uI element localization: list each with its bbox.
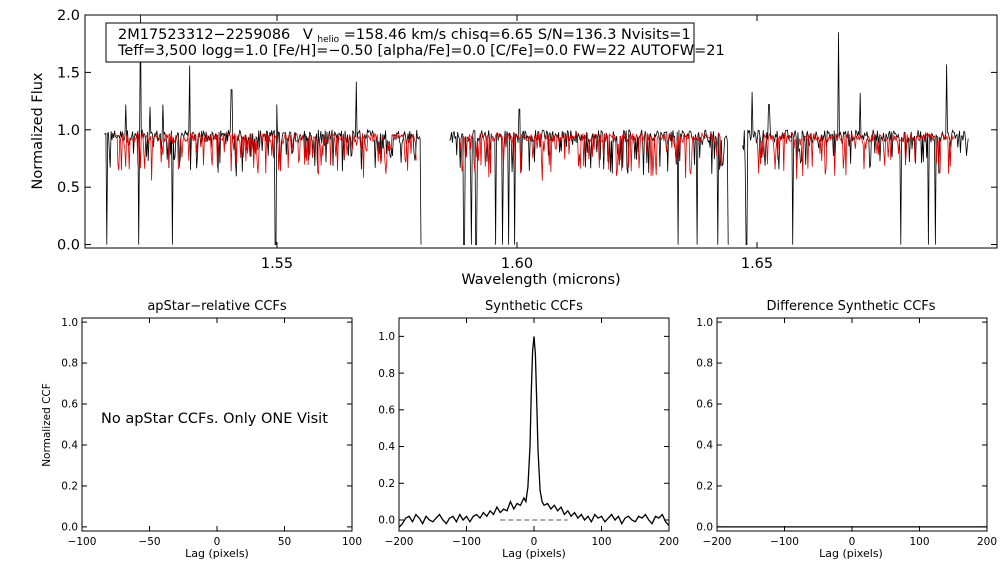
synthetic-ccf-x-tick-label: −200 xyxy=(385,536,414,548)
difference-ccf-y-tick-label: 0.6 xyxy=(696,399,713,411)
info-box xyxy=(105,22,695,63)
difference-ccf-plot-frame xyxy=(716,317,988,532)
apstar-ccf-x-tick-label: 0 xyxy=(214,536,221,548)
ccf-y-axis-label: Normalized CCF xyxy=(41,383,53,467)
synthetic-ccf-x-tick-label: 200 xyxy=(659,536,679,548)
difference-ccf-x-axis-label: Lag (pixels) xyxy=(819,547,883,560)
apstar-ccf-y-tick-label: 0.6 xyxy=(61,399,78,411)
synthetic-ccf-traces xyxy=(398,336,670,528)
spectrum-y-tick-label: 0.5 xyxy=(57,180,80,196)
spectrum-y-tick-label: 1.5 xyxy=(57,65,80,81)
spectrum-y-tick-label: 2.0 xyxy=(57,8,80,24)
synthetic-ccf-y-tick-label: 0.4 xyxy=(378,441,395,453)
apstar-ccf-x-tick-label: −50 xyxy=(138,536,160,548)
apstar-ccf-annotation: No apStar CCFs. Only ONE Visit xyxy=(101,411,328,427)
velocity-symbol: V xyxy=(303,27,313,43)
apstar-ccf-ticks: −100 −50 0 50 100 0.0 0.2 0.4 0.6 0.8 1.0 xyxy=(61,317,362,548)
difference-ccf-x-tick-label: −100 xyxy=(770,536,799,548)
spectrum-y-tick-label: 0.0 xyxy=(57,238,80,254)
spectrum-plot-frame xyxy=(84,14,998,249)
synthetic-ccf-x-tick-label: −100 xyxy=(452,536,481,548)
spectrum-ticks: 1.55 1.60 1.65 0.0 0.5 1.0 1.5 2.0 xyxy=(57,8,997,272)
synthetic-ccf-y-tick-label: 0.6 xyxy=(378,404,395,416)
apstar-ccf-y-tick-label: 0.8 xyxy=(61,358,78,370)
spectrum-x-tick-label: 1.55 xyxy=(261,256,293,272)
synthetic-ccf-y-tick-label: 0.2 xyxy=(378,478,395,490)
difference-ccf-y-tick-label: 0.4 xyxy=(696,440,713,452)
spectrum-x-tick-label: 1.60 xyxy=(501,256,533,272)
spectrum-traces xyxy=(104,14,969,245)
apstar-ccf-x-axis-label: Lag (pixels) xyxy=(185,547,249,560)
difference-ccf-panel: Difference Synthetic CCFs −200 −100 0 100 20… xyxy=(696,299,997,560)
synthetic-ccf-plot-frame xyxy=(398,317,670,532)
synthetic-ccf-y-tick-label: 0.8 xyxy=(378,368,395,380)
star-id: 2M17523312−2259086 xyxy=(118,27,290,43)
apstar-ccf-title: apStar−relative CCFs xyxy=(147,299,287,314)
difference-ccf-y-tick-label: 0.0 xyxy=(696,522,713,534)
difference-ccf-x-tick-label: 200 xyxy=(977,536,997,548)
synthetic-ccf-y-tick-label: 0.0 xyxy=(378,515,395,527)
spectrum-x-axis-label: Wavelength (microns) xyxy=(461,272,620,288)
apstar-ccf-y-tick-label: 0.4 xyxy=(61,440,78,452)
synthetic-ccf-x-axis-label: Lag (pixels) xyxy=(502,547,566,560)
apstar-ccf-y-tick-label: 1.0 xyxy=(61,317,78,329)
difference-ccf-y-tick-label: 1.0 xyxy=(696,317,713,329)
spectrum-x-tick-label: 1.65 xyxy=(741,256,773,272)
synthetic-ccf-panel: Synthetic CCFs −200 −100 0 100 200 0.0 0.2 0.4 0… xyxy=(378,299,679,560)
spectrum-y-axis-label: Normalized Flux xyxy=(30,72,46,189)
difference-ccf-x-tick-label: −200 xyxy=(703,536,732,548)
synthetic-ccf-line xyxy=(398,336,670,528)
apstar-ccf-panel: apStar−relative CCFs −100 −50 0 50 100 0.0 0.2… xyxy=(41,299,362,560)
info-line-1: 2M17523312−2259086 V helio =158.46 km/s … xyxy=(118,27,691,46)
difference-ccf-ticks: −200 −100 0 100 200 0.0 0.2 0.4 0.6 0.8 1.0 xyxy=(696,317,997,548)
apstar-ccf-x-tick-label: −100 xyxy=(68,536,97,548)
apstar-ccf-y-tick-label: 0.0 xyxy=(61,522,78,534)
model-spectrum-line xyxy=(116,131,955,181)
difference-ccf-x-tick-label: 100 xyxy=(909,536,929,548)
apstar-ccf-x-tick-label: 50 xyxy=(278,536,291,548)
velocity-subscript: helio xyxy=(317,35,339,45)
apstar-ccf-y-tick-label: 0.2 xyxy=(61,481,78,493)
info-line-2: Teff=3,500 logg=1.0 [Fe/H]=−0.50 [alpha/… xyxy=(117,43,725,59)
difference-ccf-y-tick-label: 0.8 xyxy=(696,358,713,370)
apstar-ccf-x-tick-label: 100 xyxy=(342,536,362,548)
difference-ccf-y-tick-label: 0.2 xyxy=(696,481,713,493)
difference-ccf-x-tick-label: 0 xyxy=(849,536,856,548)
velocity-and-stats: =158.46 km/s chisq=6.65 S/N=136.3 Nvisit… xyxy=(344,27,691,43)
synthetic-ccf-x-tick-label: 0 xyxy=(531,536,538,548)
synthetic-ccf-ticks: −200 −100 0 100 200 0.0 0.2 0.4 0.6 0.8 1.0 xyxy=(378,318,679,548)
difference-ccf-title: Difference Synthetic CCFs xyxy=(766,299,935,314)
spectrum-y-tick-label: 1.0 xyxy=(57,123,80,139)
synthetic-ccf-title: Synthetic CCFs xyxy=(485,299,583,314)
synthetic-ccf-y-tick-label: 1.0 xyxy=(378,331,395,343)
spectrum-panel: 1.55 1.60 1.65 0.0 0.5 1.0 1.5 2.0 2M17523312−2… xyxy=(30,8,998,288)
synthetic-ccf-x-tick-label: 100 xyxy=(591,536,611,548)
